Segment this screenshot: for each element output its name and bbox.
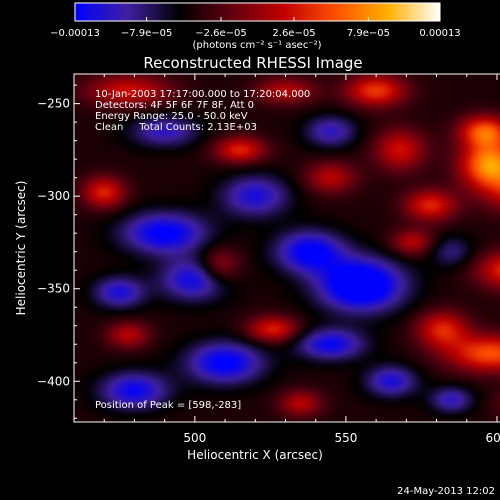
colorbar-tick-label: −2.6e−05 [195,28,247,39]
y-tick-label: −400 [37,374,70,388]
annotation-clean-counts: Clean Total Counts: 2.13E+03 [95,122,257,133]
colorbar-tick-label: 2.6e−05 [272,28,315,39]
footer-timestamp: 24-May-2013 12:02 [397,486,495,497]
x-tick-label: 500 [183,431,206,445]
annotation-energy-range: Energy Range: 25.0 - 50.0 keV [95,111,248,122]
annotation-block: 10-Jan-2003 17:17:00.000 to 17:20:04.000… [95,89,310,133]
y-tick-label: −350 [37,282,70,296]
x-axis-label: Heliocentric X (arcsec) [187,448,323,462]
colorbar-tick-label: 7.9e−05 [347,28,390,39]
annotation-time-range: 10-Jan-2003 17:17:00.000 to 17:20:04.000 [95,89,310,100]
plot-frame [73,73,500,423]
plot-area: 500 550 600 −250 −300 −350 −400 10-Jan-2003 1… [37,73,500,445]
colorbar-ticks: −0.00013 −7.9e−05 −2.6e−05 2.6e−05 7.9e−05 0.… [50,17,461,39]
colorbar: −0.00013 −7.9e−05 −2.6e−05 2.6e−05 7.9e−05 0.… [50,2,461,51]
colorbar-gradient [74,2,441,22]
annotation-detectors: Detectors: 4F 5F 6F 7F 8F, Att 0 [95,100,254,111]
heatmap-image [74,74,500,422]
colorbar-unit-label: (photons cm⁻² s⁻¹ asec⁻²) [192,40,321,51]
y-axis-label: Heliocentric Y (arcsec) [14,181,28,316]
chart-title: Reconstructed RHESSI Image [143,54,362,72]
colorbar-tick-label: 0.00013 [419,28,460,39]
y-axis-ticks: −250 −300 −350 −400 [37,84,80,419]
x-tick-label: 600 [486,431,500,445]
peak-position-label: Position of Peak = [598,-283] [95,400,241,411]
x-tick-label: 550 [334,431,357,445]
x-axis-ticks: 500 550 600 [103,74,500,445]
y-tick-label: −300 [37,189,70,203]
colorbar-tick-label: −7.9e−05 [121,28,173,39]
colorbar-tick-label: −0.00013 [50,28,100,39]
y-tick-label: −250 [37,97,70,111]
